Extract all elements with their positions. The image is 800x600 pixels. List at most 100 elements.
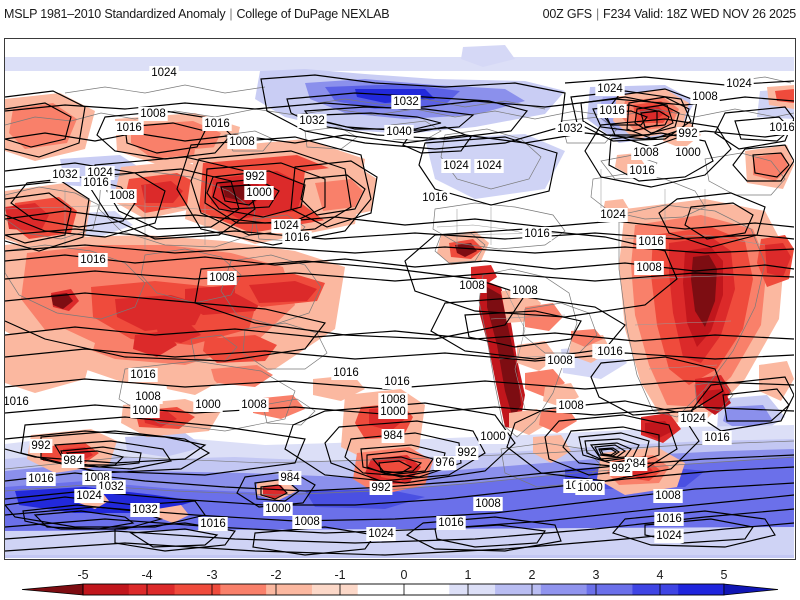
contour-label: 1016 <box>769 122 794 134</box>
colorbar[interactable]: -5 -4 -3 -2 -1 0 1 2 3 4 5 <box>0 566 800 600</box>
contour-label-mask <box>138 107 168 121</box>
contour-label-mask <box>436 516 466 530</box>
header-separator-left: | <box>229 7 233 21</box>
colorbar-swatches <box>21 583 779 596</box>
contour-label-mask <box>202 117 232 131</box>
contour-label: 1016 <box>597 346 623 358</box>
contour-label: 1000 <box>675 147 701 159</box>
contour-label: 1008 <box>636 262 662 274</box>
contour-label-mask <box>441 159 471 173</box>
colorbar-swatch[interactable] <box>266 584 313 595</box>
contour-label-mask <box>149 66 179 80</box>
contour-label: 1016 <box>524 228 550 240</box>
contour-label-mask <box>369 481 393 495</box>
colorbar-tick-label: 0 <box>401 568 408 582</box>
colorbar-max-extend <box>723 583 779 596</box>
contour-label: 1016 <box>638 236 664 248</box>
contour-label-mask <box>474 159 504 173</box>
contour-label-mask <box>595 82 625 96</box>
colorbar-swatch[interactable] <box>357 584 404 595</box>
map-panel[interactable]: 1024 1008 1016 1016 1008 1032 1024 1016 1008 992 1… <box>4 38 796 560</box>
contour-label-mask <box>5 395 31 409</box>
header-source: College of DuPage NEXLAB <box>236 7 390 21</box>
contour-label: 1016 <box>116 122 142 134</box>
colorbar-swatch[interactable] <box>174 584 221 595</box>
contour-label: 1024 <box>600 209 626 221</box>
contour-label-mask <box>331 366 361 380</box>
contour-label: 1016 <box>80 254 106 266</box>
contour-label-mask <box>457 279 487 293</box>
contour-label: 1008 <box>135 391 161 403</box>
colorbar-swatch[interactable] <box>540 584 588 595</box>
contour-label: 1024 <box>151 67 177 79</box>
colorbar-swatch[interactable] <box>220 584 267 595</box>
contour-label: 1008 <box>380 394 406 406</box>
contour-label: 992 <box>457 447 476 459</box>
contour-label-mask <box>107 189 137 203</box>
contour-label-mask <box>239 398 269 412</box>
contour-label: 1008 <box>558 400 584 412</box>
contour-label-mask <box>510 284 540 298</box>
contour-label-mask <box>654 512 684 526</box>
colorbar-tick-label: -5 <box>77 568 88 582</box>
contour-label-mask <box>378 393 408 407</box>
contour-label: 1024 <box>476 160 502 172</box>
map-canvas: 1024 1008 1016 1016 1008 1032 1024 1016 1008 992 1… <box>5 39 794 558</box>
contour-label: 1024 <box>597 83 623 95</box>
colorbar-swatch[interactable] <box>403 584 450 595</box>
contour-label: 1016 <box>5 396 29 408</box>
contour-label-mask <box>653 489 683 503</box>
contour-label: 1008 <box>633 147 659 159</box>
contour-label-mask <box>575 481 605 495</box>
contour-label: 1016 <box>333 367 359 379</box>
contour-label: 1000 <box>480 431 506 443</box>
colorbar-swatch[interactable] <box>678 584 725 595</box>
contour-label: 1008 <box>512 285 538 297</box>
contour-label: 1032 <box>299 115 325 127</box>
contour-label-mask <box>243 170 267 184</box>
contour-label-mask <box>263 502 293 516</box>
contour-label: 984 <box>63 455 83 467</box>
contour-label: 1016 <box>629 165 655 177</box>
contour-label: 1016 <box>438 517 464 529</box>
contour-label-mask <box>636 235 666 249</box>
contour-label-mask <box>455 446 479 460</box>
contour-label: 1032 <box>52 169 78 181</box>
colorbar-min-extend <box>21 583 84 596</box>
contour-label: 992 <box>371 482 390 494</box>
colorbar-swatch[interactable] <box>311 584 359 595</box>
colorbar-swatch[interactable] <box>586 584 633 595</box>
contour-label-mask <box>207 271 237 285</box>
contour-label: 1016 <box>599 105 625 117</box>
contour-label: 1016 <box>130 369 156 381</box>
contour-label-mask <box>292 515 322 529</box>
contour-label: 1000 <box>246 187 272 199</box>
contour-label-mask <box>420 191 450 205</box>
contour-label-mask <box>724 77 754 91</box>
contour-label: 1008 <box>209 272 235 284</box>
contour-label: 1024 <box>680 413 706 425</box>
contour-label-mask <box>193 398 223 412</box>
contour-label-mask <box>673 146 703 160</box>
colorbar-swatch[interactable] <box>495 584 542 595</box>
contour-label: 1024 <box>443 160 469 172</box>
contour-label: 1024 <box>368 528 394 540</box>
contour-label-mask <box>114 121 144 135</box>
contour-label: 1024 <box>726 78 752 90</box>
contour-label: 1016 <box>284 232 310 244</box>
contour-label: 1016 <box>200 518 226 530</box>
contour-label: 984 <box>383 430 403 442</box>
colorbar-swatch[interactable] <box>632 584 679 595</box>
colorbar-swatch[interactable] <box>128 584 175 595</box>
contour-label-mask <box>297 114 327 128</box>
header-right-group: 00Z GFS | F234 Valid: 18Z WED NOV 26 2025 <box>543 7 797 21</box>
colorbar-swatch[interactable] <box>83 584 130 595</box>
contour-label-mask <box>595 345 625 359</box>
contour-label: 1024 <box>656 530 682 542</box>
contour-label-mask <box>676 127 700 141</box>
contour-label: 1008 <box>475 498 501 510</box>
colorbar-swatch[interactable] <box>449 584 496 595</box>
contour-label-mask <box>545 354 575 368</box>
contour-label-mask <box>634 261 664 275</box>
contour-label-mask <box>130 503 160 517</box>
